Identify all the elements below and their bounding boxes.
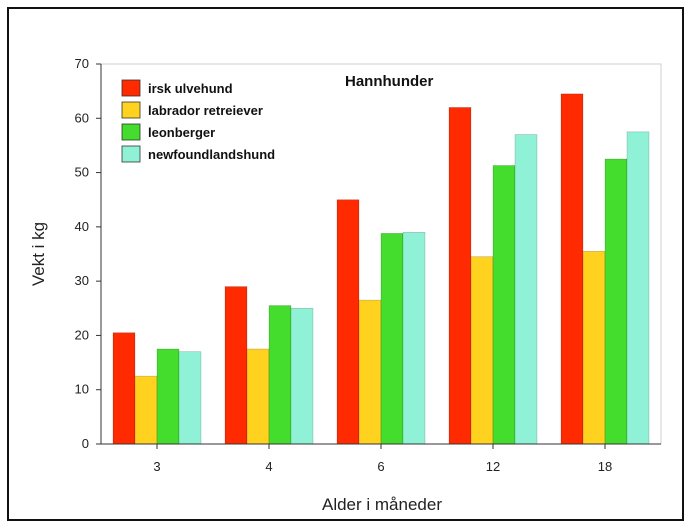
x-tick-label: 6 — [377, 459, 384, 474]
bar-newfoundlandshund-12 — [514, 134, 538, 445]
bar-leonberger-12 — [492, 165, 516, 445]
x-tick-label: 12 — [486, 459, 500, 474]
x-tick-label: 4 — [265, 459, 272, 474]
y-tick-label: 10 — [75, 382, 89, 397]
y-ticks-group: 0 10 20 30 40 50 60 70 — [75, 56, 101, 451]
x-tick-label: 3 — [153, 459, 160, 474]
y-tick-label: 50 — [75, 165, 89, 180]
legend: irsk ulvehund labrador retreiever leonberg… — [121, 79, 275, 163]
bar-irsk-ulvehund-12 — [448, 107, 472, 445]
bar-leonberger-18 — [604, 158, 628, 445]
y-tick-label: 30 — [75, 273, 89, 288]
bar-leonberger-3 — [156, 348, 180, 445]
bar-irsk-ulvehund-3 — [112, 332, 136, 445]
bar-newfoundlandshund-3 — [178, 351, 202, 445]
y-tick-label: 40 — [75, 219, 89, 234]
y-axis-title: Vekt i kg — [29, 222, 48, 286]
legend-label: irsk ulvehund — [148, 81, 233, 96]
y-tick-label: 0 — [82, 436, 89, 451]
bars-group — [112, 93, 650, 445]
bar-irsk-ulvehund-6 — [336, 199, 360, 445]
x-axis-title: Alder i måneder — [322, 495, 442, 514]
legend-swatch — [121, 101, 141, 119]
bar-newfoundlandshund-4 — [290, 307, 314, 445]
legend-label: newfoundlandshund — [148, 147, 275, 162]
legend-swatch — [121, 123, 141, 141]
chart-title: Hannhunder — [345, 73, 433, 90]
bar-leonberger-6 — [380, 233, 404, 445]
legend-swatch — [121, 79, 141, 97]
y-tick-label: 70 — [75, 56, 89, 71]
bar-labrador-retreiever-3 — [134, 375, 158, 445]
bar-labrador-retreiever-4 — [246, 348, 270, 445]
legend-label: labrador retreiever — [148, 103, 263, 118]
bar-newfoundlandshund-6 — [402, 231, 426, 445]
bar-newfoundlandshund-18 — [626, 131, 650, 445]
y-tick-label: 20 — [75, 327, 89, 342]
bar-leonberger-4 — [268, 305, 292, 445]
x-tick-label: 18 — [598, 459, 612, 474]
bar-irsk-ulvehund-4 — [224, 286, 248, 445]
bar-irsk-ulvehund-18 — [560, 93, 584, 445]
legend-label: leonberger — [148, 125, 215, 140]
bar-labrador-retreiever-12 — [470, 256, 494, 445]
legend-swatch — [121, 145, 141, 163]
x-ticks-group: 3 4 6 12 18 — [153, 444, 612, 474]
y-tick-label: 60 — [75, 110, 89, 125]
bar-labrador-retreiever-6 — [358, 299, 382, 445]
bar-labrador-retreiever-18 — [582, 250, 606, 445]
